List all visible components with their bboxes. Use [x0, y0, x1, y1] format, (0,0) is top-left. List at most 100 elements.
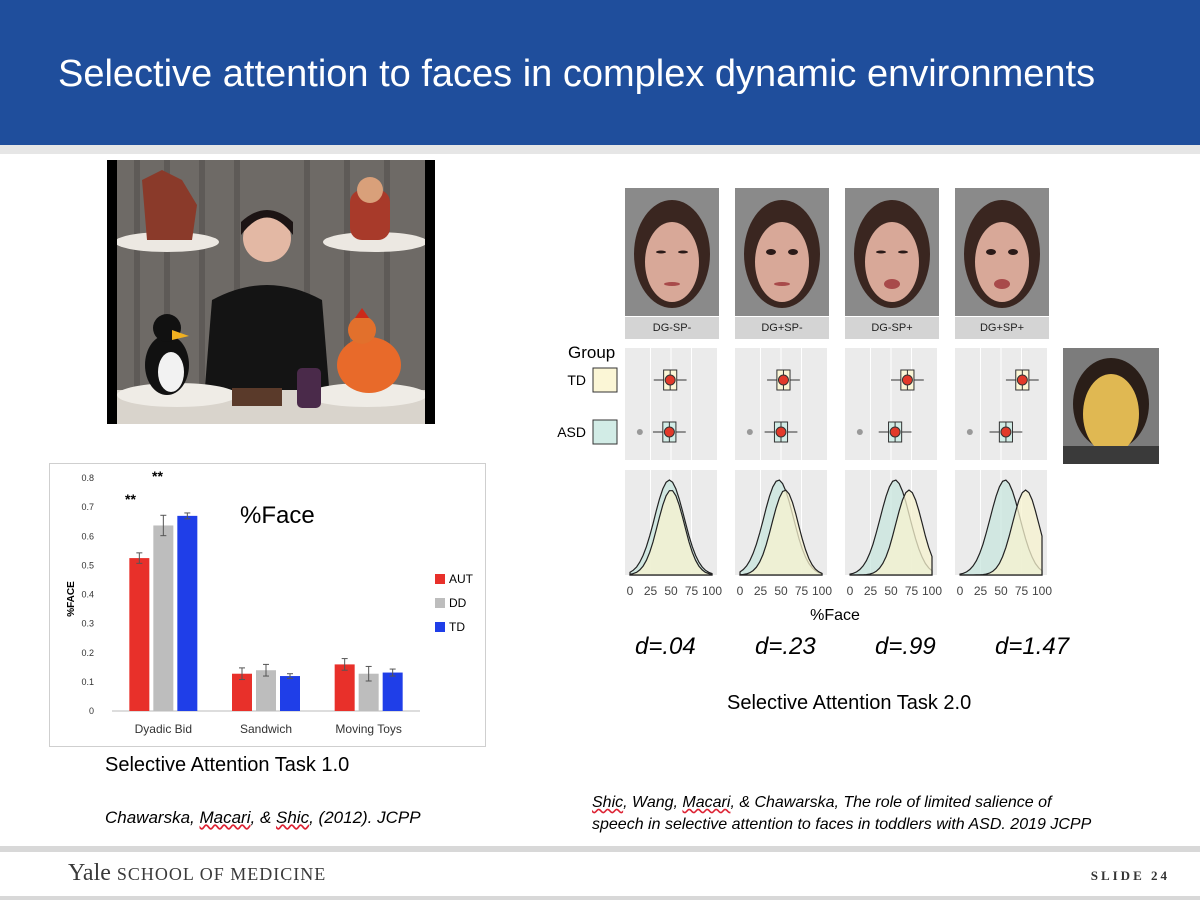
condition-label: DG+SP-	[735, 317, 829, 339]
outlier-point	[636, 429, 643, 435]
face-shape	[865, 222, 919, 302]
group-label: TD	[567, 372, 586, 388]
mouth-shape	[994, 279, 1010, 289]
mean-point	[1016, 374, 1028, 386]
eye-shape	[1008, 249, 1018, 255]
footer-brand: Yale SCHOOL OF MEDICINE	[68, 860, 326, 887]
x-tick-label: 75	[905, 584, 919, 598]
legend-swatch	[435, 574, 445, 584]
citation-author: Shic	[276, 808, 310, 827]
density-curve	[629, 490, 713, 576]
effect-size-label: d=1.47	[995, 633, 1070, 660]
y-axis-label: %FACE	[66, 581, 77, 617]
density-curve	[850, 489, 933, 576]
face-shape	[755, 222, 809, 302]
y-tick-label: 0.4	[81, 590, 94, 600]
x-tick-label: 50	[884, 584, 898, 598]
x-tick-label: 75	[795, 584, 809, 598]
x-tick-label: 50	[994, 584, 1008, 598]
x-tick-label: 50	[774, 584, 788, 598]
x-tick-label: Moving Toys	[335, 722, 401, 736]
x-tick-label: 25	[974, 584, 988, 598]
mean-point	[663, 426, 675, 438]
x-tick-label: 0	[847, 584, 854, 598]
mean-point	[777, 374, 789, 386]
bar-chart-task-1: 0 0.1 0.2 0.3 0.4 0.5 0.6 0.7 0.8 %FACE Dyadic Bid…	[49, 463, 486, 747]
brand-yale: Yale	[68, 860, 111, 886]
brand-school: SCHOOL OF MEDICINE	[116, 864, 327, 884]
bar	[177, 515, 198, 711]
citation-text: speech in selective attention to faces i…	[592, 816, 1092, 833]
x-tick-label: Dyadic Bid	[135, 722, 192, 736]
citation-2012: Chawarska, Macari, & Shic, (2012). JCPP	[105, 808, 421, 828]
mouth-shape	[884, 279, 900, 289]
aoi-face-image	[1063, 348, 1159, 464]
caption-task-2: Selective Attention Task 2.0	[727, 692, 972, 714]
face-shape	[645, 222, 699, 302]
faces-drawing	[634, 200, 1040, 308]
legend-swatch	[592, 367, 618, 393]
x-tick-label: Sandwich	[240, 722, 292, 736]
y-tick-label: 0.7	[81, 502, 94, 512]
eye-shape	[766, 249, 776, 255]
citation-text: , (2012). JCPP	[309, 808, 421, 827]
x-tick-label: 100	[922, 584, 942, 598]
condition-label: DG+SP+	[955, 317, 1049, 339]
density-curve	[960, 489, 1043, 576]
x-tick-label: 0	[627, 584, 634, 598]
y-tick-label: 0.8	[81, 473, 94, 483]
legend-label: DD	[449, 596, 467, 610]
x-tick-label: 100	[702, 584, 722, 598]
outlier-point	[856, 429, 863, 435]
bar	[358, 673, 379, 711]
mean-point	[775, 426, 787, 438]
slide-title: Selective attention to faces in complex …	[58, 53, 1096, 95]
eye-shape	[678, 250, 688, 254]
y-tick-label: 0.6	[81, 531, 94, 541]
y-tick-label: 0	[89, 706, 94, 716]
x-tick-label: 75	[685, 584, 699, 598]
mean-point	[889, 426, 901, 438]
density-curve	[739, 489, 823, 576]
citation-text: , & Chawarska, The role of limited salie…	[730, 794, 1052, 811]
bar	[334, 664, 355, 711]
y-tick-label: 0.5	[81, 560, 94, 570]
slide-number: SLIDE 24	[1090, 868, 1170, 883]
video-still-image	[107, 160, 435, 424]
condition-label: DG-SP-	[625, 317, 719, 339]
bar	[256, 670, 276, 711]
eye-shape	[656, 250, 666, 254]
condition-label: DG-SP+	[845, 317, 939, 339]
x-tick-label: 100	[812, 584, 832, 598]
eye-shape	[788, 249, 798, 255]
x-tick-label: 50	[664, 584, 678, 598]
legend-swatch	[592, 419, 618, 445]
outlier-point	[966, 429, 973, 435]
legend-label: TD	[449, 620, 465, 634]
legend-swatch	[435, 598, 445, 608]
y-tick-label: 0.3	[81, 619, 94, 629]
x-axis-label: %Face	[810, 607, 860, 624]
bar	[382, 672, 403, 711]
citation-text: , &	[250, 808, 277, 827]
title-banner	[0, 0, 1200, 145]
y-tick-label: 0.1	[81, 677, 94, 687]
x-tick-label: 75	[1015, 584, 1029, 598]
bar	[280, 676, 300, 711]
outlier-point	[746, 429, 753, 435]
legend-label: AUT	[449, 572, 474, 586]
x-tick-label: 0	[957, 584, 964, 598]
effect-size-label: d=.23	[755, 633, 816, 660]
effect-size-label: d=.04	[635, 633, 696, 660]
bar	[232, 673, 252, 711]
citation-author: Macari	[199, 808, 251, 827]
x-tick-label: 25	[644, 584, 658, 598]
header-divider	[0, 145, 1200, 154]
citation-2019: Shic, Wang, Macari, & Chawarska, The rol…	[592, 792, 1091, 836]
mean-point	[1000, 426, 1012, 438]
effect-size-label: d=.99	[875, 633, 936, 660]
mouth-shape	[664, 282, 680, 286]
citation-text: , Wang,	[623, 794, 683, 811]
eye-shape	[876, 250, 886, 254]
